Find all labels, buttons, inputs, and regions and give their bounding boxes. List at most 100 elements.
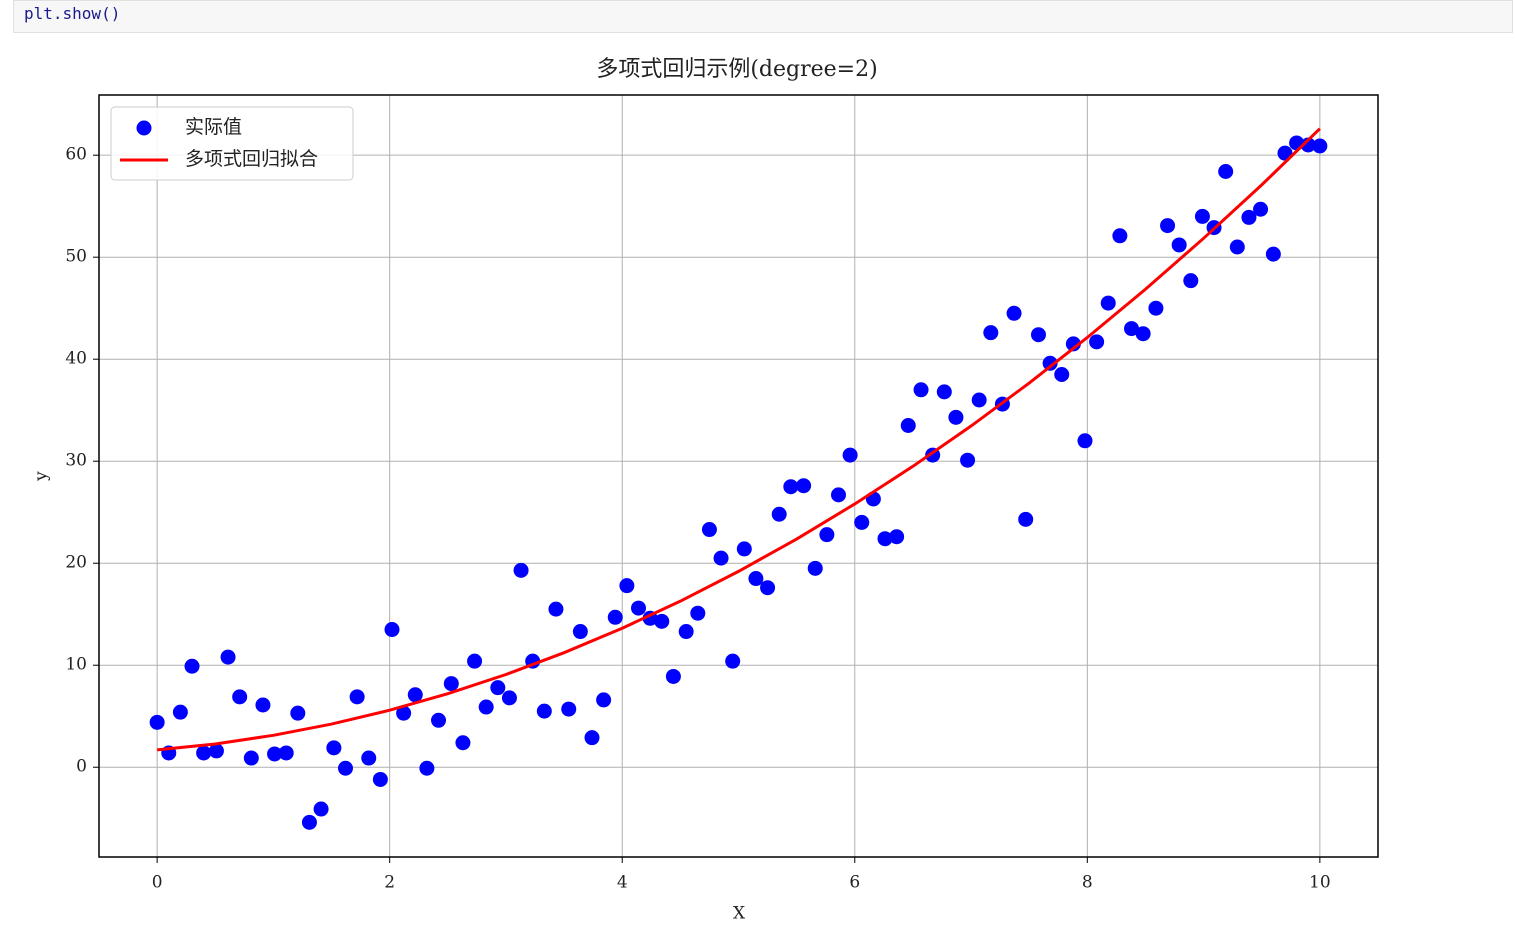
code-text: plt.show()	[24, 4, 121, 23]
data-point	[771, 506, 787, 522]
data-point	[889, 529, 905, 545]
data-point	[877, 531, 893, 547]
data-point	[172, 704, 188, 720]
data-point	[220, 649, 236, 665]
data-point	[349, 689, 365, 705]
data-point	[384, 622, 400, 638]
x-tick-label: 6	[849, 873, 860, 893]
data-point	[619, 578, 635, 594]
data-point	[1077, 433, 1093, 449]
data-point	[1065, 336, 1081, 352]
data-point	[654, 613, 670, 629]
x-tick-label: 2	[384, 873, 395, 893]
data-point	[1160, 218, 1176, 234]
data-point	[548, 601, 564, 617]
data-point	[1312, 138, 1328, 154]
data-point	[796, 478, 812, 494]
data-point	[1253, 201, 1269, 217]
data-point	[501, 690, 517, 706]
data-point	[431, 712, 447, 728]
data-point	[301, 814, 317, 830]
data-point	[1135, 326, 1151, 342]
legend-marker	[136, 120, 152, 136]
data-point	[396, 705, 412, 721]
data-point	[936, 384, 952, 400]
data-point	[854, 514, 870, 530]
x-tick-label: 10	[1309, 873, 1331, 893]
data-point	[419, 760, 435, 776]
data-point	[1171, 237, 1187, 253]
data-point	[819, 527, 835, 543]
legend-label: 实际值	[185, 116, 242, 138]
data-point	[690, 605, 706, 621]
data-point	[807, 560, 823, 576]
x-tick-label: 4	[617, 873, 628, 893]
data-point	[713, 550, 729, 566]
x-axis-label: X	[733, 904, 746, 924]
data-point	[1183, 273, 1199, 289]
data-point	[290, 705, 306, 721]
data-point	[736, 541, 752, 557]
axes-frame	[98, 94, 1379, 858]
data-point	[960, 452, 976, 468]
data-point	[1265, 246, 1281, 262]
data-point	[243, 750, 259, 766]
legend-box	[110, 106, 354, 181]
data-point	[584, 730, 600, 746]
data-point	[1006, 305, 1022, 321]
data-point	[255, 697, 271, 713]
fit-line	[156, 127, 1321, 752]
y-axis-label: y	[32, 471, 52, 482]
data-point	[372, 771, 388, 787]
data-point	[561, 701, 577, 717]
data-point	[443, 676, 459, 692]
data-point	[760, 580, 776, 596]
data-point	[842, 447, 858, 463]
data-point	[572, 624, 588, 640]
data-point	[478, 699, 494, 715]
data-point	[1218, 164, 1234, 180]
data-point	[631, 600, 647, 616]
data-point	[467, 653, 483, 669]
data-point	[455, 735, 471, 751]
data-point	[1112, 228, 1128, 244]
data-point	[208, 743, 224, 759]
y-tick-label: 30	[65, 451, 87, 471]
data-point	[1054, 367, 1070, 383]
data-point	[783, 479, 799, 495]
data-point	[196, 745, 212, 761]
data-point	[830, 487, 846, 503]
data-point	[149, 714, 165, 730]
data-point	[1229, 239, 1245, 255]
legend-label: 多项式回归拟合	[185, 148, 318, 170]
data-point	[1018, 511, 1034, 527]
data-point	[1100, 295, 1116, 311]
data-point	[948, 409, 964, 425]
data-point	[1089, 334, 1105, 350]
y-tick-label: 50	[65, 247, 87, 267]
data-point	[1124, 321, 1140, 337]
plot-area	[99, 95, 1378, 857]
y-tick-label: 10	[65, 655, 87, 675]
data-point	[513, 562, 529, 578]
data-point	[665, 668, 681, 684]
data-point	[678, 624, 694, 640]
data-point	[1241, 209, 1257, 225]
data-point	[361, 750, 377, 766]
x-tick-label: 8	[1082, 873, 1093, 893]
data-point	[337, 760, 353, 776]
chart-title: 多项式回归示例(degree=2)	[596, 57, 877, 82]
data-point	[983, 325, 999, 341]
data-point	[725, 653, 741, 669]
data-point	[1194, 208, 1210, 224]
x-tick-label: 0	[152, 873, 163, 893]
data-point	[748, 571, 764, 587]
data-point	[407, 687, 423, 703]
data-point	[536, 703, 552, 719]
data-point	[1148, 300, 1164, 316]
y-tick-label: 60	[65, 145, 87, 165]
data-point	[701, 522, 717, 538]
data-point	[1300, 137, 1316, 153]
